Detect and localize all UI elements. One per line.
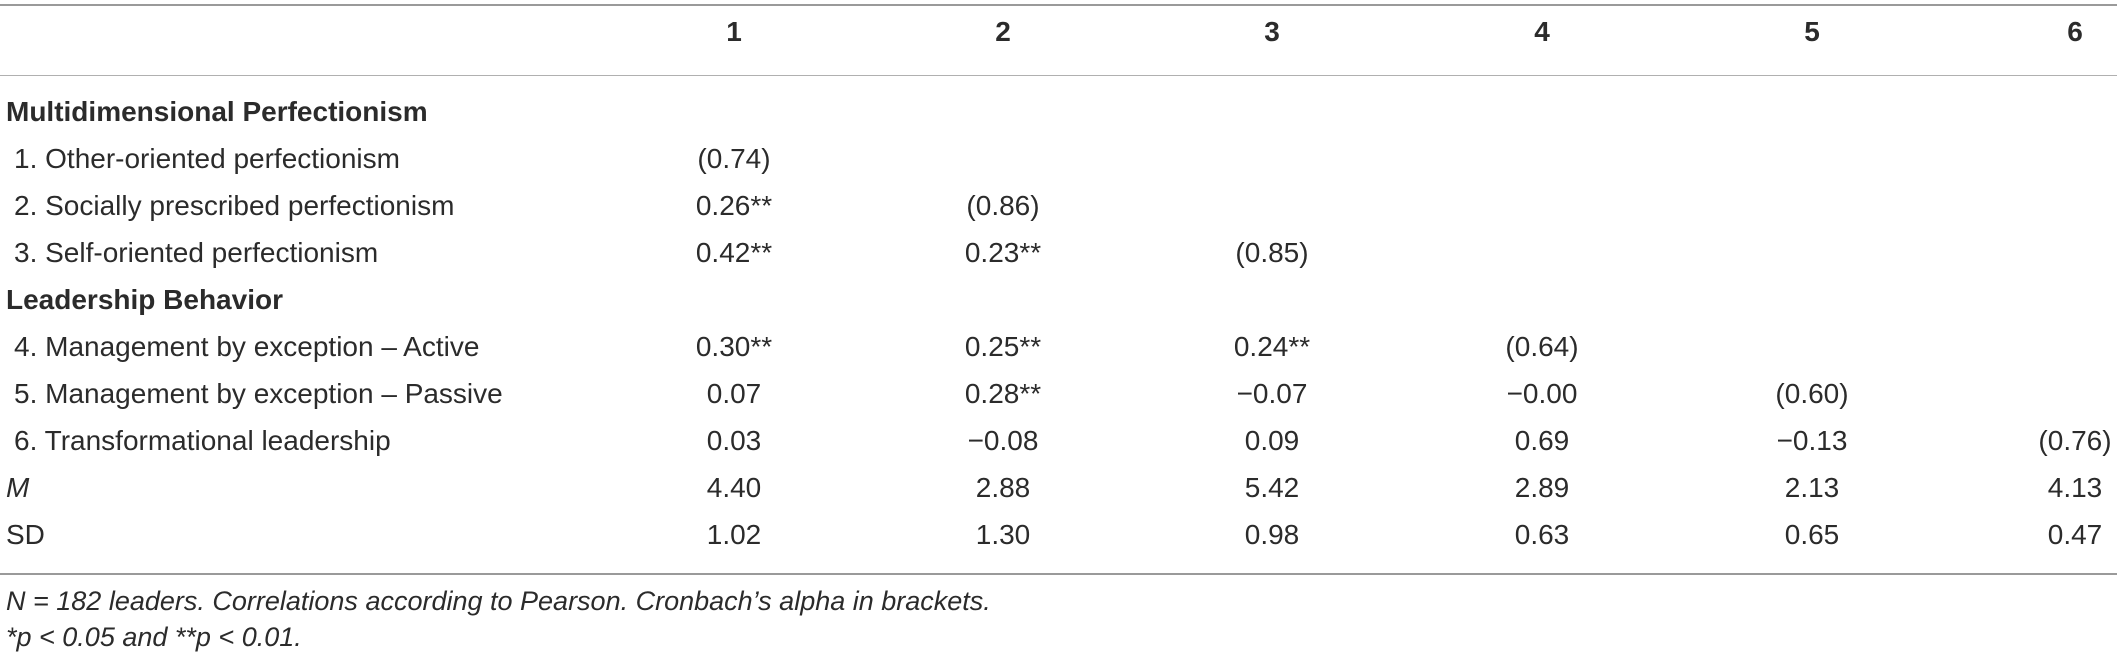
table-cell: −0.07 (1236, 378, 1308, 409)
table-cell: 0.03 (706, 425, 762, 456)
row-label: 5. Management by exception – Passive (14, 378, 503, 409)
table-cell: 0.25** (964, 331, 1042, 362)
table-cell: 0.65 (1784, 519, 1840, 550)
table-cell: 0.69 (1514, 425, 1570, 456)
section-row-perfectionism: Multidimensional Perfectionism (0, 88, 2117, 135)
row-label: M (6, 472, 30, 503)
table-cell: 0.30** (695, 331, 773, 362)
column-header-3: 3 (1264, 16, 1280, 47)
table-cell: −0.08 (967, 425, 1039, 456)
table-bottom-rule (0, 573, 2117, 575)
table-cell: 0.24** (1233, 331, 1311, 362)
table-cell: 0.09 (1244, 425, 1300, 456)
table-cell: 0.42** (695, 237, 773, 268)
table-row: 6. Transformational leadership 0.03 −0.0… (0, 417, 2117, 464)
row-label: 1. Other-oriented perfectionism (14, 143, 400, 174)
table-header-rule (0, 75, 2117, 76)
table-row: 4. Management by exception – Active 0.30… (0, 323, 2117, 370)
table-row: 2. Socially prescribed perfectionism 0.2… (0, 182, 2117, 229)
table-cell: 0.07 (706, 378, 762, 409)
section-label: Multidimensional Perfectionism (6, 96, 428, 127)
row-label: 3. Self-oriented perfectionism (14, 237, 379, 268)
row-label: 6. Transformational leadership (14, 425, 391, 456)
table-cell: (0.64) (1505, 331, 1579, 362)
table-cell: 1.02 (706, 519, 762, 550)
section-label: Leadership Behavior (6, 284, 283, 315)
table-row: 5. Management by exception – Passive 0.0… (0, 370, 2117, 417)
table-cell: 2.88 (975, 472, 1031, 503)
column-header-2: 2 (995, 16, 1011, 47)
table-cell: −0.00 (1506, 378, 1578, 409)
table-top-rule (0, 4, 2117, 6)
row-label: 2. Socially prescribed perfectionism (14, 190, 455, 221)
column-header-6: 6 (2067, 16, 2083, 47)
row-label: 4. Management by exception – Active (14, 331, 480, 362)
table-cell: −0.13 (1776, 425, 1848, 456)
significance-note: *p < 0.05 and **p < 0.01. (6, 622, 302, 652)
table-header-row: 1 2 3 4 5 6 (0, 8, 2117, 55)
table-row: 1. Other-oriented perfectionism (0.74) (0, 135, 2117, 182)
table-cell: 0.28** (964, 378, 1042, 409)
column-header-5: 5 (1804, 16, 1820, 47)
table-cell: 4.13 (2047, 472, 2103, 503)
row-label: SD (6, 519, 45, 550)
table-cell: 0.63 (1514, 519, 1570, 550)
table-cell: 2.13 (1784, 472, 1840, 503)
table-cell: 1.30 (975, 519, 1031, 550)
table-cell: 4.40 (706, 472, 762, 503)
table-cell: 0.98 (1244, 519, 1300, 550)
table-cell: 2.89 (1514, 472, 1570, 503)
table-cell: (0.74) (697, 143, 771, 174)
column-header-1: 1 (726, 16, 742, 47)
table-cell: 0.23** (964, 237, 1042, 268)
table-footnote: N = 182 leaders. Correlations according … (6, 586, 991, 616)
table-cell: 0.26** (695, 190, 773, 221)
table-cell: (0.76) (2038, 425, 2112, 456)
table-cell: (0.86) (966, 190, 1040, 221)
table-cell: (0.85) (1235, 237, 1309, 268)
table-row-sd: SD 1.02 1.30 0.98 0.63 0.65 0.47 (0, 511, 2117, 558)
section-row-leadership: Leadership Behavior (0, 276, 2117, 323)
table-cell: 0.47 (2047, 519, 2103, 550)
table-row-mean: M 4.40 2.88 5.42 2.89 2.13 4.13 (0, 464, 2117, 511)
table-cell: (0.60) (1775, 378, 1849, 409)
table-row: 3. Self-oriented perfectionism 0.42** 0.… (0, 229, 2117, 276)
column-header-4: 4 (1534, 16, 1550, 47)
table-cell: 5.42 (1244, 472, 1300, 503)
